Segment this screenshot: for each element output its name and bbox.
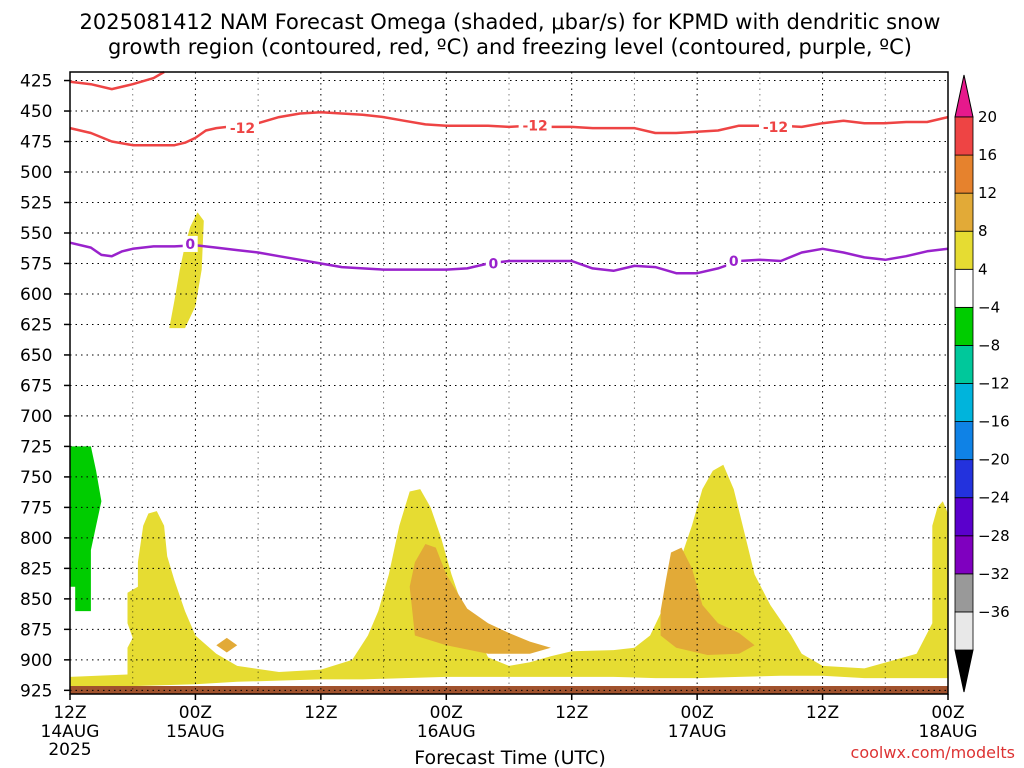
y-tick-label-650: 650 <box>20 346 52 366</box>
colorbar-swatch-9 <box>954 268 974 308</box>
x-axis-label: Forecast Time (UTC) <box>414 747 605 768</box>
y-tick-label-750: 750 <box>20 468 52 488</box>
colorbar: 20 16 12 8 4 −4 −8 −12 −16 −20 −24 −28 −32 −36 <box>954 74 1010 693</box>
colorbar-swatch-10 <box>954 230 974 270</box>
contour-label-bg-1-1 <box>518 117 552 134</box>
y-tick-label-575: 575 <box>20 254 52 274</box>
contour-label-2-0: 0 <box>185 237 195 253</box>
y-tick-label-875: 875 <box>20 620 52 640</box>
colorbar-label-1: 16 <box>978 146 997 164</box>
y-tick-label-925: 925 <box>20 681 52 701</box>
colorbar-swatch-2 <box>954 535 974 575</box>
colorbar-label-13: −36 <box>978 603 1010 621</box>
x-tick-date-60: 17AUG <box>668 722 727 742</box>
contour-label-bg-1-0 <box>225 120 259 137</box>
x-tick-label-36: 00Z <box>430 703 463 723</box>
colorbar-label-11: −28 <box>978 527 1010 545</box>
shaded-region-2 <box>409 544 551 654</box>
colorbar-label-0: 20 <box>978 108 997 126</box>
x-tick-date-0: 14AUG <box>41 722 100 742</box>
chart-title-line-2: growth region (contoured, red, ºC) and f… <box>108 35 912 59</box>
contour-label-1-1: -12 <box>522 119 547 135</box>
gridlines <box>70 72 948 694</box>
y-tick-label-900: 900 <box>20 651 52 671</box>
colorbar-swatch-5 <box>954 421 974 461</box>
colorbar-swatch-11 <box>954 192 974 232</box>
y-tick-label-600: 600 <box>20 285 52 305</box>
x-tick-label-72: 12Z <box>806 703 839 723</box>
shaded-region-0 <box>70 464 948 688</box>
colorbar-swatch-4 <box>954 459 974 499</box>
shaded-region-1 <box>169 212 204 329</box>
colorbar-label-3: 8 <box>978 222 988 240</box>
colorbar-label-8: −16 <box>978 413 1010 431</box>
y-tick-label-550: 550 <box>20 224 52 244</box>
colorbar-label-10: −24 <box>978 489 1010 507</box>
colorbar-label-2: 12 <box>978 184 997 202</box>
x-tick-label-24: 12Z <box>304 703 337 723</box>
y-tick-label-425: 425 <box>20 72 52 92</box>
y-tick-label-500: 500 <box>20 163 52 183</box>
chart-title-line-1: 2025081412 NAM Forecast Omega (shaded, μ… <box>80 10 941 34</box>
contour-label-bg-1-2 <box>759 118 793 135</box>
colorbar-swatch-8 <box>954 306 974 346</box>
shaded-region-5 <box>70 446 102 612</box>
x-tick-label-12: 00Z <box>179 703 212 723</box>
colorbar-label-7: −12 <box>978 375 1010 393</box>
x-tick-label-60: 00Z <box>681 703 714 723</box>
colorbar-label-9: −20 <box>978 451 1010 469</box>
contour-line-0 <box>69 70 165 91</box>
plot-frame <box>69 71 949 695</box>
contour-label-1-0: -12 <box>230 121 255 137</box>
contour-label-2-1: 0 <box>488 256 498 272</box>
colorbar-swatch-1 <box>954 573 974 613</box>
x-tick-date-12: 15AUG <box>166 722 225 742</box>
colorbar-end-high <box>954 74 974 118</box>
y-tick-label-825: 825 <box>20 559 52 579</box>
y-tick-label-800: 800 <box>20 529 52 549</box>
y-tick-label-450: 450 <box>20 102 52 122</box>
y-tick-label-850: 850 <box>20 590 52 610</box>
x-tick-date-36: 16AUG <box>417 722 476 742</box>
contour-label-bg-2-2 <box>726 253 742 270</box>
colorbar-swatch-7 <box>954 345 974 384</box>
x-tick-date-84: 18AUG <box>919 722 978 742</box>
y-tick-label-700: 700 <box>20 407 52 427</box>
y-tick-label-675: 675 <box>20 376 52 396</box>
colorbar-swatch-3 <box>954 497 974 537</box>
colorbar-swatch-13 <box>954 116 974 156</box>
contour-label-bg-2-1 <box>485 255 501 272</box>
colorbar-label-5: −4 <box>978 298 1000 316</box>
contour-line-1 <box>69 110 949 147</box>
y-tick-label-775: 775 <box>20 498 52 518</box>
y-tick-label-725: 725 <box>20 437 52 457</box>
ground-surface <box>70 686 948 694</box>
colorbar-label-4: 4 <box>978 260 988 278</box>
colorbar-swatch-6 <box>954 383 974 422</box>
shaded-region-3 <box>660 547 755 655</box>
contour-label-bg-2-0 <box>182 235 198 252</box>
shaded-region-4 <box>216 637 238 653</box>
x-tick-label-0: 12Z <box>53 703 86 723</box>
colorbar-end-low <box>954 649 974 693</box>
colorbar-label-6: −8 <box>978 336 1000 354</box>
y-tick-label-625: 625 <box>20 315 52 335</box>
contour-label-1-2: -12 <box>763 120 788 136</box>
contour-lines: -12 -12 -12 0 0 0 <box>69 70 949 275</box>
x-tick-label-48: 12Z <box>555 703 588 723</box>
y-tick-label-475: 475 <box>20 133 52 153</box>
contour-label-2-2: 0 <box>729 254 739 270</box>
x-tick-year-0: 2025 <box>48 740 91 760</box>
colorbar-swatch-12 <box>954 154 974 194</box>
colorbar-label-12: −32 <box>978 565 1010 583</box>
y-tick-label-525: 525 <box>20 193 52 213</box>
credit-text[interactable]: coolwx.com/modelts <box>851 743 1015 762</box>
y-axis: 425 450 475 500 525 550 575 600 625 650 675 700 725 7… <box>20 72 70 701</box>
colorbar-swatch-0 <box>954 611 974 651</box>
x-tick-label-84: 00Z <box>931 703 964 723</box>
